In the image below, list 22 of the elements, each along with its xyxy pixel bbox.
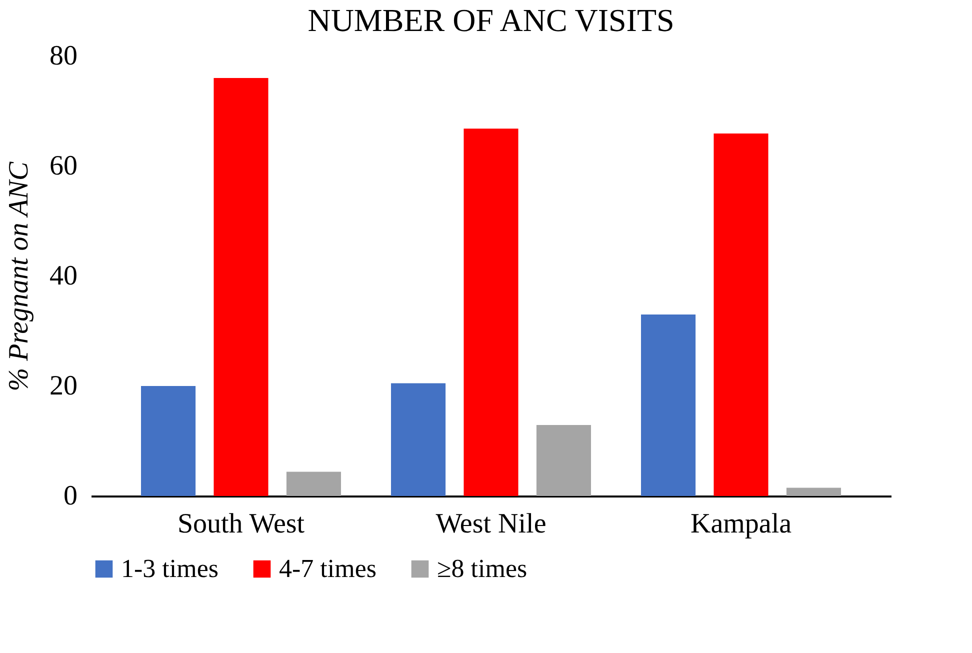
y-tick-label: 80 [50,40,78,72]
y-tick-label: 40 [50,260,78,292]
legend-label: ≥8 times [437,554,528,583]
bar [536,425,591,496]
bar [464,128,518,496]
bar [714,134,768,496]
legend-label: 1-3 times [121,554,218,583]
y-axis-title: % Pregnant on ANC [4,161,34,392]
x-tick-label: West Nile [436,508,546,540]
bar [214,78,268,496]
bar [391,383,446,496]
chart-title: NUMBER OF ANC VISITS [308,2,674,38]
y-tick-label: 60 [50,150,78,182]
bar [641,314,696,496]
y-tick-label: 0 [64,480,78,512]
bar [786,488,841,496]
x-tick-label: South West [177,508,305,540]
legend-label: 4-7 times [279,554,376,583]
bar [141,386,196,496]
x-tick-label: Kampala [690,508,792,540]
y-tick-label: 20 [50,370,78,402]
bar [286,472,341,496]
